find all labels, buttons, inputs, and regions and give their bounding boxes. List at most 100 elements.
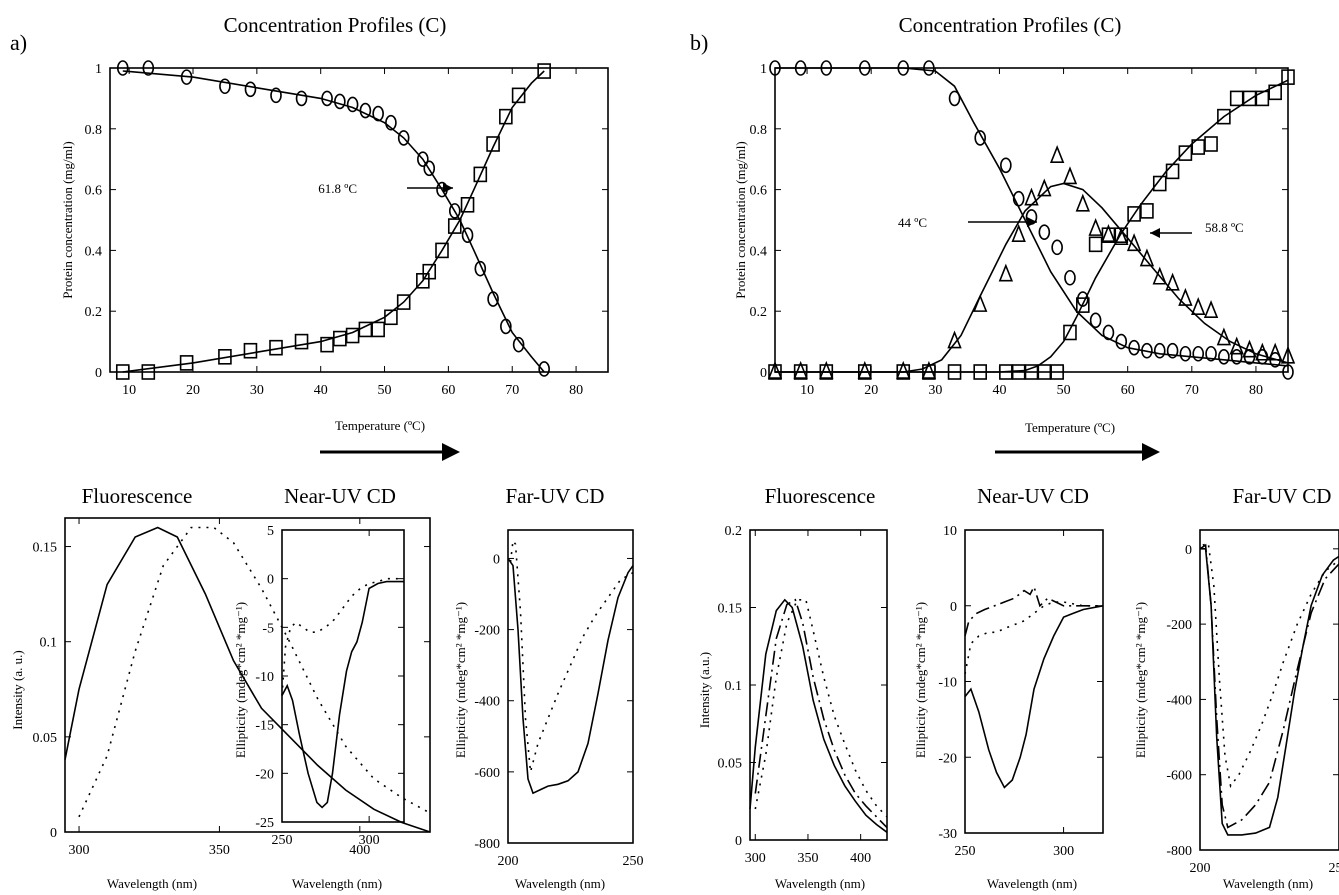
spectrum-line-solid — [749, 598, 888, 833]
y-tick-label: -10 — [938, 676, 957, 691]
data-point-triangle — [1139, 248, 1155, 267]
x-tick-label: 200 — [1190, 861, 1211, 876]
data-point-square — [384, 309, 398, 326]
data-point-triangle — [1062, 166, 1078, 185]
x-tick-label: 30 — [928, 383, 942, 398]
y-tick-label: -20 — [255, 767, 274, 782]
y-tick-label: 0.8 — [750, 123, 768, 138]
x-tick-label: 400 — [349, 843, 370, 858]
spectrum-line-solid — [1200, 548, 1339, 836]
data-point-square — [141, 364, 156, 380]
y-tick-label: -5 — [262, 621, 274, 636]
data-point-circle — [1077, 291, 1089, 307]
data-point-square — [1152, 175, 1167, 192]
y-tick-label: 0.1 — [40, 636, 58, 651]
data-point-square — [396, 294, 411, 310]
y-tick-label: 0.4 — [85, 244, 103, 259]
data-point-triangle — [857, 360, 872, 379]
spectrum-line-dashdot — [1199, 543, 1339, 829]
data-point-triangle — [793, 360, 808, 379]
x-tick-label: 60 — [1121, 383, 1135, 398]
data-point-triangle — [1011, 224, 1026, 242]
data-point-square — [1101, 227, 1116, 243]
transition-annotation: 61.8 ºC — [318, 181, 357, 196]
data-point-circle — [500, 318, 512, 335]
x-tick-label: 80 — [1249, 383, 1263, 398]
y-tick-label: -10 — [255, 670, 274, 685]
x-tick-label: 400 — [850, 851, 871, 866]
y-tick-label: 5 — [267, 524, 274, 539]
data-point-circle — [974, 130, 987, 146]
data-point-square — [857, 364, 872, 380]
spectrum-line-dashdot — [964, 584, 1103, 637]
data-point-circle — [1128, 339, 1140, 356]
data-point-circle — [461, 227, 474, 243]
data-point-square — [973, 364, 988, 380]
data-point-square — [1050, 364, 1064, 380]
y-axis-label: Ellipticity (mdeg*cm² *mg⁻¹) — [1133, 602, 1148, 758]
y-tick-label: 0.05 — [33, 731, 58, 746]
data-point-square — [1255, 90, 1270, 107]
data-point-square — [1281, 69, 1295, 85]
x-tick-label: 20 — [186, 383, 200, 398]
y-tick-label: -800 — [1166, 844, 1192, 859]
fit-curve — [122, 70, 545, 373]
x-tick-label: 60 — [441, 383, 455, 398]
data-point-circle — [180, 69, 193, 85]
plot-frame — [64, 517, 431, 833]
spectrum-line-dotted — [281, 577, 404, 696]
data-point-triangle — [1242, 339, 1257, 358]
data-point-circle — [1000, 157, 1012, 174]
data-point-square — [793, 364, 808, 380]
y-tick-label: -400 — [1166, 693, 1192, 708]
data-point-square — [1204, 136, 1218, 152]
data-point-triangle — [1114, 227, 1129, 246]
transition-annotation: 58.8 ºC — [1205, 220, 1244, 235]
y-tick-label: 0.4 — [750, 244, 768, 259]
data-point-triangle — [1229, 336, 1244, 355]
x-tick-label: 40 — [992, 383, 1006, 398]
data-point-circle — [1179, 345, 1192, 362]
data-point-circle — [142, 60, 155, 76]
data-point-square — [179, 355, 194, 371]
data-point-square — [1037, 364, 1052, 380]
data-point-circle — [346, 96, 359, 113]
data-point-circle — [1153, 342, 1166, 359]
data-point-triangle — [896, 360, 911, 379]
data-point-square — [1063, 324, 1077, 341]
data-point-square — [1140, 203, 1154, 219]
data-point-circle — [538, 361, 550, 377]
transition-annotation: 44 ºC — [898, 215, 927, 230]
data-point-circle — [769, 60, 781, 76]
x-tick-label: 250 — [623, 854, 644, 869]
data-point-circle — [1166, 342, 1179, 359]
data-point-triangle — [1267, 342, 1283, 361]
y-tick-label: 0 — [1185, 543, 1192, 558]
x-axis-label: Wavelength (nm) — [775, 876, 865, 891]
y-axis-label: Intensity (a. u.) — [10, 650, 25, 729]
data-point-square — [768, 364, 782, 380]
data-point-triangle — [1203, 300, 1219, 319]
x-axis-label: Wavelength (nm) — [107, 876, 197, 891]
chart-title: Near-UV CD — [977, 484, 1089, 508]
spectrum-line-solid — [64, 526, 431, 833]
y-tick-label: 0.2 — [725, 524, 743, 539]
plot-frame — [109, 67, 609, 373]
x-tick-label: 70 — [505, 383, 519, 398]
y-tick-label: -20 — [938, 751, 957, 766]
data-point-triangle — [1049, 145, 1065, 163]
x-tick-label: 10 — [800, 383, 814, 398]
data-point-circle — [423, 160, 436, 177]
data-point-circle — [1102, 324, 1115, 341]
chart-b-near-uv-cd: Near-UV CD 250 300 10 0 -10 -20 -30 Wavelength (… — [913, 484, 1104, 891]
data-point-circle — [270, 87, 282, 104]
x-tick-label: 250 — [1329, 861, 1339, 876]
spectrum-line-solid — [964, 605, 1104, 789]
data-point-square — [460, 197, 475, 213]
data-point-circle — [1230, 348, 1243, 365]
data-point-square — [1165, 163, 1180, 180]
data-point-square — [1191, 139, 1206, 155]
plot-frame — [1199, 529, 1339, 851]
y-tick-label: -15 — [255, 719, 274, 734]
